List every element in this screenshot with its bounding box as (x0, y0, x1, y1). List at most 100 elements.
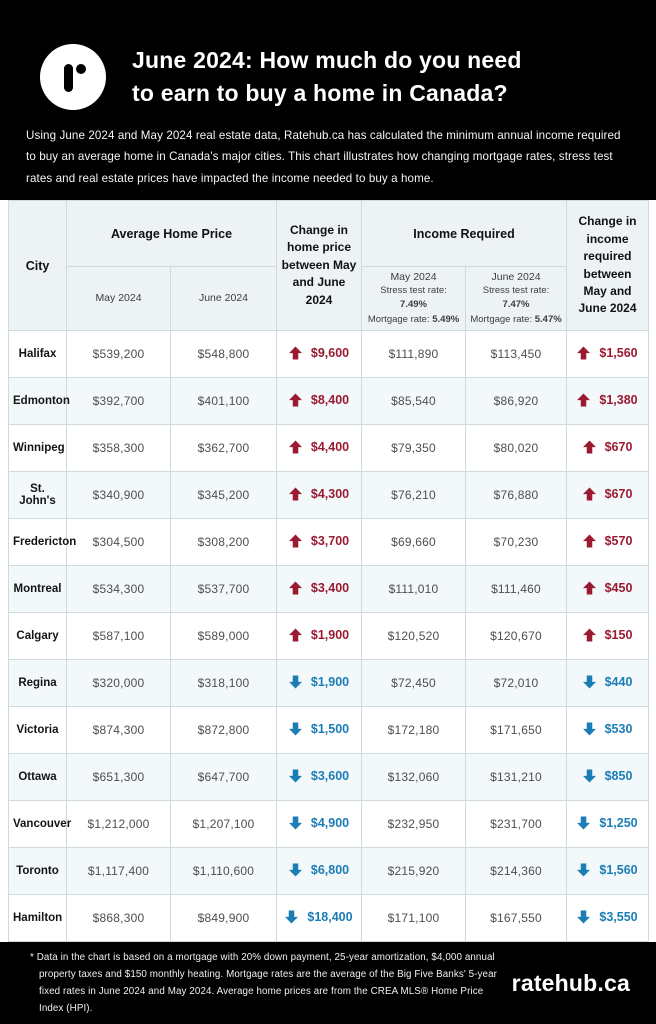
income-change-cell: $1,560 (566, 330, 650, 378)
price-change-cell: $1,900 (276, 612, 362, 660)
income-change-cell: $150 (566, 612, 650, 660)
price-change-arrow-icon (288, 346, 302, 360)
city-cell: Calgary (8, 612, 67, 660)
price-change-cell: $1,500 (276, 706, 362, 754)
ratehub-logo-icon (40, 44, 106, 110)
income-change-arrow-icon (582, 769, 596, 783)
june-income-cell: $113,450 (464, 330, 568, 378)
june-income-cell: $171,650 (464, 706, 568, 754)
june-income-cell: $167,550 (464, 894, 568, 942)
price-change-arrow-icon (288, 769, 302, 783)
price-change-cell: $6,800 (276, 847, 362, 895)
may-income-cell: $111,890 (361, 330, 466, 378)
june-income-cell: $231,700 (464, 800, 568, 848)
june-price-cell: $537,700 (170, 565, 277, 613)
price-change-cell: $3,700 (276, 518, 362, 566)
income-change-arrow-icon (582, 440, 596, 454)
income-change-value: $1,560 (599, 345, 638, 360)
income-change-arrow-icon (582, 534, 596, 548)
city-cell: Halifax (8, 330, 67, 378)
june-price-cell: $548,800 (170, 330, 277, 378)
city-cell: Toronto (8, 847, 67, 895)
subheader-price-may: May 2024 (66, 266, 171, 331)
price-change-arrow-icon (288, 722, 302, 736)
column-header-city: City (8, 200, 67, 331)
table-row: Edmonton $392,700 $401,100 $8,400 $85,54… (8, 377, 650, 425)
may-price-cell: $868,300 (66, 894, 171, 942)
may-price-cell: $874,300 (66, 706, 171, 754)
price-change-arrow-icon (288, 675, 302, 689)
price-change-arrow-icon (288, 581, 302, 595)
city-cell: Montreal (8, 565, 67, 613)
income-change-value: $450 (604, 580, 633, 595)
price-change-value: $1,900 (310, 627, 350, 642)
may-price-cell: $587,100 (66, 612, 171, 660)
page-description: Using June 2024 and May 2024 real estate… (26, 129, 621, 185)
price-change-arrow-icon (288, 440, 302, 454)
price-change-cell: $8,400 (276, 377, 362, 425)
may-price-cell: $358,300 (66, 424, 171, 472)
city-cell: Edmonton (8, 377, 70, 425)
price-change-value: $1,500 (310, 721, 350, 736)
table-row: Regina $320,000 $318,100 $1,900 $72,450 … (8, 659, 650, 707)
table-row: Montreal $534,300 $537,700 $3,400 $111,0… (8, 565, 650, 613)
price-change-value: $3,700 (310, 533, 350, 548)
price-change-value: $18,400 (307, 909, 353, 924)
income-change-arrow-icon (577, 816, 591, 830)
june-income-cell: $70,230 (464, 518, 568, 566)
price-change-value: $6,800 (310, 862, 350, 877)
may-income-cell: $232,950 (361, 800, 466, 848)
june-price-cell: $362,700 (170, 424, 277, 472)
june-price-cell: $647,700 (170, 753, 277, 801)
june-price-cell: $1,207,100 (170, 800, 277, 848)
june-price-cell: $1,110,600 (170, 847, 277, 895)
june-income-cell: $111,460 (464, 565, 568, 613)
june-income-cell: $86,920 (464, 377, 568, 425)
table-row: Victoria $874,300 $872,800 $1,500 $172,1… (8, 706, 650, 754)
income-change-cell: $670 (566, 424, 650, 472)
page-title: June 2024: How much do you need to earn … (132, 44, 522, 109)
income-change-cell: $570 (566, 518, 650, 566)
income-table-section: City Average Home Price Change in home p… (0, 200, 656, 942)
may-income-cell: $120,520 (361, 612, 466, 660)
may-income-cell: $132,060 (361, 753, 466, 801)
income-change-arrow-icon (582, 722, 596, 736)
price-change-arrow-icon (288, 487, 302, 501)
income-change-value: $670 (604, 439, 633, 454)
price-change-cell: $1,900 (276, 659, 362, 707)
income-change-arrow-icon (577, 346, 591, 360)
june-income-cell: $214,360 (464, 847, 568, 895)
table-row: Vancouver $1,212,000 $1,207,100 $4,900 $… (8, 800, 650, 848)
may-income-cell: $215,920 (361, 847, 466, 895)
may-price-cell: $1,117,400 (66, 847, 171, 895)
june-income-cell: $72,010 (464, 659, 568, 707)
price-change-cell: $4,900 (276, 800, 362, 848)
city-cell: Victoria (8, 706, 67, 754)
subheader-income-june: June 2024 Stress test rate: 7.47% Mortga… (464, 266, 568, 331)
june-income-cell: $76,880 (464, 471, 568, 519)
column-header-avg-home-price: Average Home Price (66, 200, 277, 267)
footer: * Data in the chart is based on a mortga… (0, 942, 656, 1024)
price-change-arrow-icon (288, 393, 302, 407)
may-income-cell: $171,100 (361, 894, 466, 942)
may-price-cell: $320,000 (66, 659, 171, 707)
hero-header: June 2024: How much do you need to earn … (0, 0, 656, 200)
may-price-cell: $340,900 (66, 471, 171, 519)
june-price-cell: $872,800 (170, 706, 277, 754)
income-change-arrow-icon (582, 487, 596, 501)
column-header-change-income: Change in income required between May an… (566, 200, 650, 331)
price-change-arrow-icon (288, 863, 302, 877)
income-change-arrow-icon (577, 863, 591, 877)
price-change-cell: $3,600 (276, 753, 362, 801)
city-cell: Regina (8, 659, 67, 707)
may-price-cell: $534,300 (66, 565, 171, 613)
may-price-cell: $539,200 (66, 330, 171, 378)
table-row: Halifax $539,200 $548,800 $9,600 $111,89… (8, 330, 650, 378)
june-price-cell: $401,100 (170, 377, 277, 425)
may-income-cell: $111,010 (361, 565, 466, 613)
city-cell: Hamilton (8, 894, 67, 942)
city-cell: St. John's (8, 471, 67, 519)
income-change-arrow-icon (582, 628, 596, 642)
income-change-arrow-icon (582, 581, 596, 595)
price-change-cell: $4,400 (276, 424, 362, 472)
